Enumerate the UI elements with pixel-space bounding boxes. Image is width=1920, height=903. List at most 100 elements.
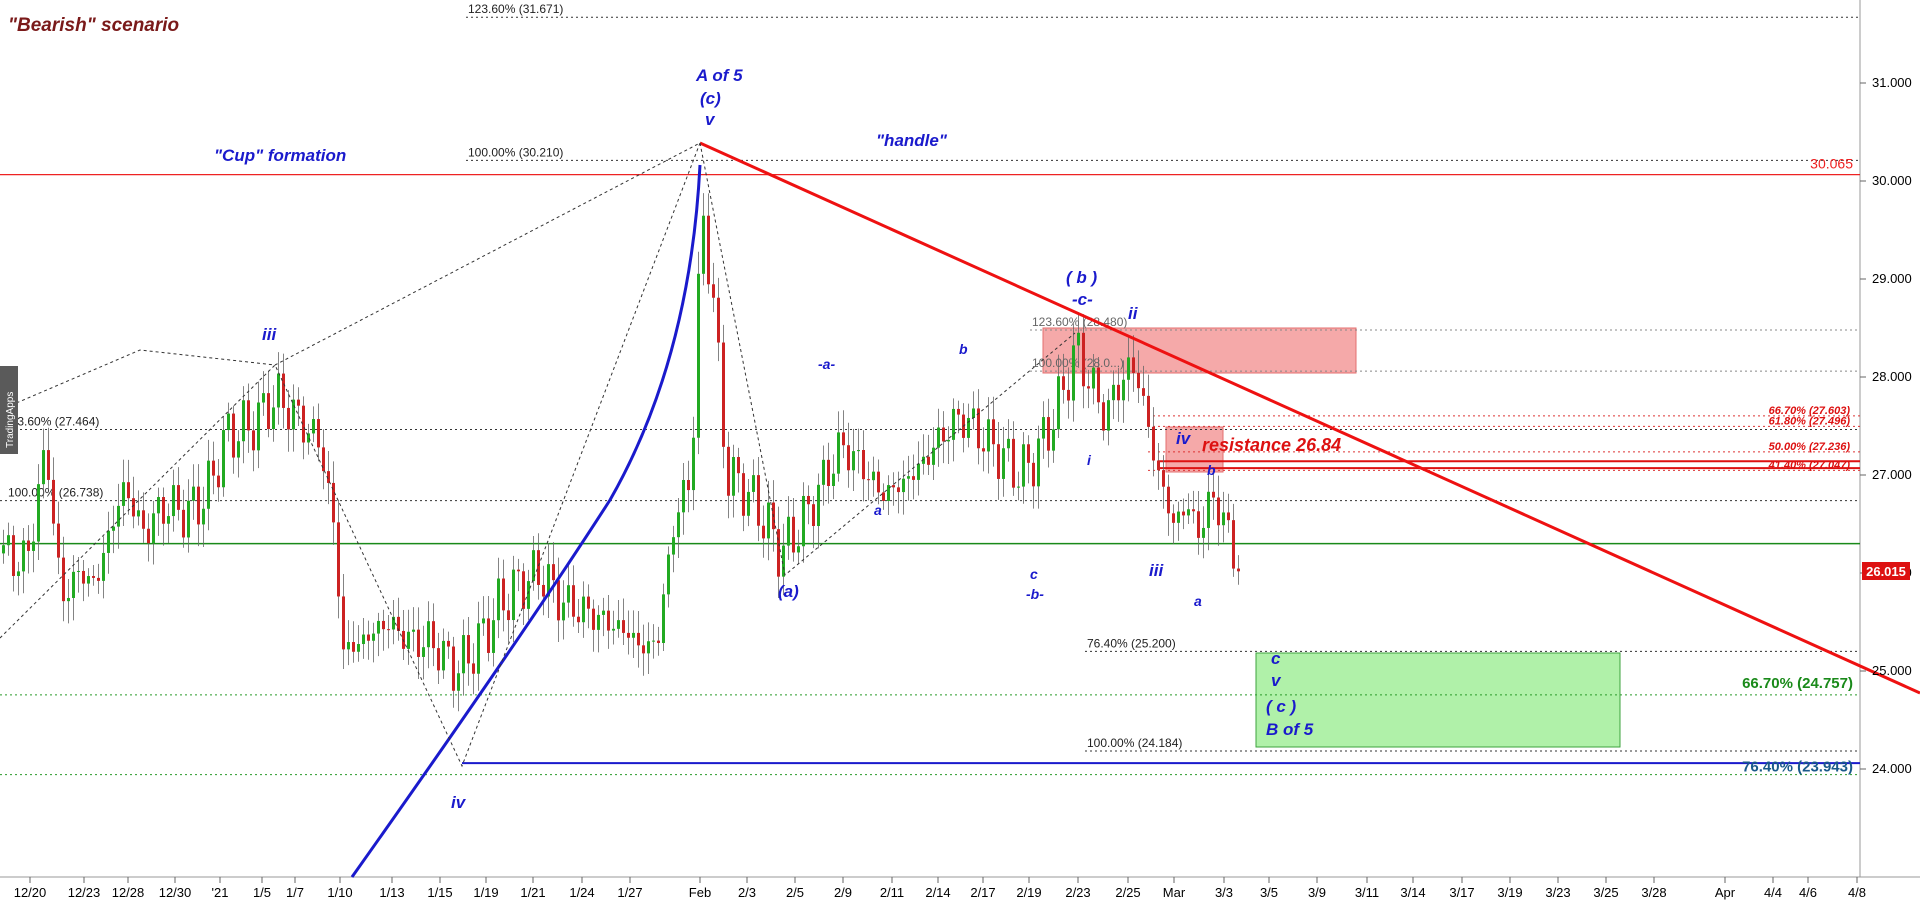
- x-tick-label: 1/5: [253, 885, 271, 900]
- a-small-label: a: [874, 502, 882, 518]
- candle-body: [712, 284, 715, 298]
- candle-body: [1067, 389, 1070, 401]
- x-tick-label: 12/23: [68, 885, 101, 900]
- retracement-label: 50.00% (27.236): [1769, 441, 1851, 453]
- candle-body: [797, 546, 800, 553]
- candle-body: [177, 485, 180, 510]
- candle-body: [22, 540, 25, 572]
- candle-body: [62, 557, 65, 602]
- candle-body: [432, 621, 435, 649]
- candle-body: [102, 552, 105, 581]
- candle-body: [377, 620, 380, 634]
- candle-body: [457, 673, 460, 691]
- candle-body: [527, 581, 530, 609]
- x-tick-label: 2/23: [1065, 885, 1090, 900]
- candle-body: [2, 545, 5, 554]
- candle-body: [1187, 509, 1190, 516]
- candle-body: [692, 437, 695, 491]
- candle-body: [847, 445, 850, 471]
- candle-body: [32, 541, 35, 551]
- candle-body: [397, 616, 400, 631]
- candle-body: [897, 487, 900, 493]
- candle-body: [1237, 568, 1240, 572]
- handle-label: "handle": [876, 131, 948, 150]
- candle-body: [422, 647, 425, 657]
- candle-body: [482, 618, 485, 624]
- x-tick-label: 1/27: [617, 885, 642, 900]
- c-paren-label: (c): [700, 89, 721, 108]
- candle-body: [707, 215, 710, 285]
- candle-body: [7, 535, 10, 546]
- x-tick-label: 1/21: [520, 885, 545, 900]
- candle-body: [87, 576, 90, 584]
- candle-body: [507, 610, 510, 621]
- v-top-label: v: [705, 110, 716, 129]
- a-dash-label: -a-: [818, 356, 835, 372]
- candle-body: [187, 500, 190, 538]
- x-tick-label: 3/28: [1641, 885, 1666, 900]
- candle-body: [872, 471, 875, 481]
- candle-body: [947, 439, 950, 442]
- candle-body: [1167, 486, 1170, 514]
- candle-body: [347, 642, 350, 650]
- x-tick-label: 3/25: [1593, 885, 1618, 900]
- candle-body: [382, 620, 385, 630]
- candle-body: [257, 402, 260, 451]
- candle-body: [1092, 367, 1095, 389]
- candle-body: [1222, 512, 1225, 526]
- candle-body: [342, 596, 345, 650]
- candle-body: [487, 618, 490, 653]
- c-small-label: c: [1030, 566, 1038, 582]
- candle-body: [747, 491, 750, 516]
- candle-body: [812, 504, 815, 526]
- candle-body: [97, 577, 100, 581]
- candle-body: [617, 620, 620, 629]
- candle-body: [802, 495, 805, 547]
- candle-body: [1037, 438, 1040, 487]
- c-target-label: c: [1271, 649, 1281, 668]
- candle-body: [817, 484, 820, 526]
- candle-body: [937, 427, 940, 448]
- iv-right-label: iv: [1176, 429, 1192, 448]
- last-price-label: 26.015: [1866, 564, 1906, 579]
- candle-body: [247, 400, 250, 431]
- candle-body: [1112, 384, 1115, 401]
- candle-body: [107, 530, 110, 553]
- candle-body: [902, 478, 905, 493]
- candle-body: [222, 430, 225, 488]
- candle-body: [1017, 486, 1020, 488]
- candle-body: [112, 526, 115, 531]
- candle-body: [472, 663, 475, 674]
- candle-body: [612, 628, 615, 631]
- level-label-23943: 76.40% (23.943): [1742, 759, 1853, 776]
- b-paren-label: ( b ): [1066, 268, 1097, 287]
- candle-body: [757, 475, 760, 526]
- candle-body: [242, 400, 245, 442]
- candle-body: [167, 516, 170, 524]
- candle-body: [127, 482, 130, 499]
- candle-body: [917, 463, 920, 480]
- candle-body: [602, 610, 605, 615]
- wave-dotted-line: [0, 142, 701, 768]
- overlay-lines: [0, 141, 1920, 878]
- candle-body: [227, 413, 230, 431]
- x-tick-label: 1/10: [327, 885, 352, 900]
- candle-body: [152, 513, 155, 544]
- x-tick-label: 3/23: [1545, 885, 1570, 900]
- candle-body: [197, 486, 200, 525]
- candle-body: [267, 393, 270, 430]
- candle-body: [677, 512, 680, 538]
- candle-body: [922, 456, 925, 464]
- candle-body: [202, 508, 205, 525]
- candle-body: [217, 475, 220, 488]
- x-tick-label: 1/24: [569, 885, 594, 900]
- i-label: i: [1087, 452, 1092, 468]
- horizontal-levels: 123.60% (31.671) 100.00% (30.210) 123.60% …: [0, 2, 1860, 776]
- candle-body: [182, 509, 185, 538]
- fib-level-label: 100.00% (24.184): [1087, 736, 1182, 750]
- fib-level-label: 123.60% (27.464): [4, 415, 99, 429]
- candle-body: [907, 476, 910, 479]
- a-of-5-label: A of 5: [695, 66, 743, 85]
- target-zone: [1255, 652, 1621, 748]
- candle-body: [352, 642, 355, 652]
